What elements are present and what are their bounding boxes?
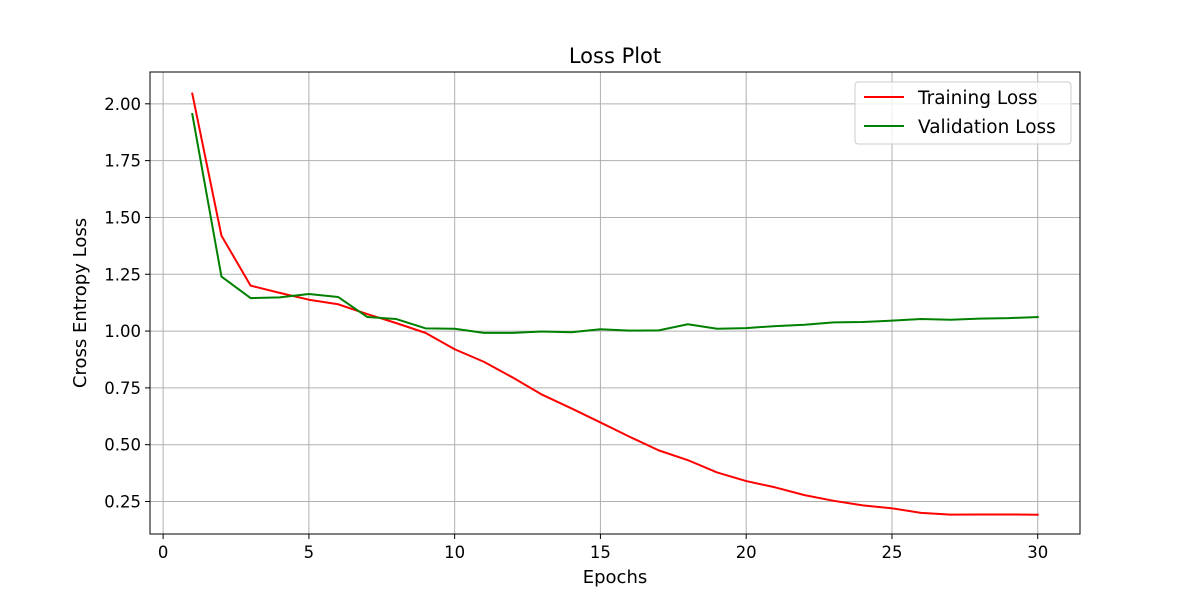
y-tick-label: 1.50 (104, 208, 141, 227)
y-tick-label: 0.25 (104, 493, 141, 512)
y-tick-label: 1.00 (104, 322, 141, 341)
y-tick-label: 1.25 (104, 265, 141, 284)
grid (150, 72, 1080, 534)
plot-area-frame (149, 71, 1081, 535)
x-tick-label: 0 (158, 543, 169, 562)
y-tick-label: 2.00 (104, 95, 141, 114)
series-layer (191, 92, 1039, 516)
y-tick-label: 0.50 (104, 436, 141, 455)
x-tick-label: 10 (444, 543, 465, 562)
x-axis-title: Epochs (583, 567, 648, 588)
x-tick-label: 30 (1027, 543, 1048, 562)
x-tick-label: 25 (881, 543, 902, 562)
x-tick-label: 20 (736, 543, 757, 562)
legend-label-training-loss: Training Loss (917, 88, 1037, 109)
y-axis-title: Cross Entropy Loss (70, 218, 91, 388)
series-line-validation-loss (191, 112, 1039, 334)
legend-label-validation-loss: Validation Loss (918, 117, 1056, 138)
chart-title: Loss Plot (569, 44, 661, 68)
y-tick-label: 1.75 (104, 152, 141, 171)
series-line-training-loss (191, 92, 1039, 516)
x-tick-label: 15 (590, 543, 611, 562)
x-tick-label: 5 (304, 543, 315, 562)
ticks: 0 5 10 15 20 25 30 0.25 0.50 0.75 1.00 1.25 1.50 1.75… (104, 95, 1048, 562)
legend: Training Loss Validation Loss (854, 81, 1072, 145)
legend-box (854, 81, 1072, 145)
y-tick-label: 0.75 (104, 379, 141, 398)
